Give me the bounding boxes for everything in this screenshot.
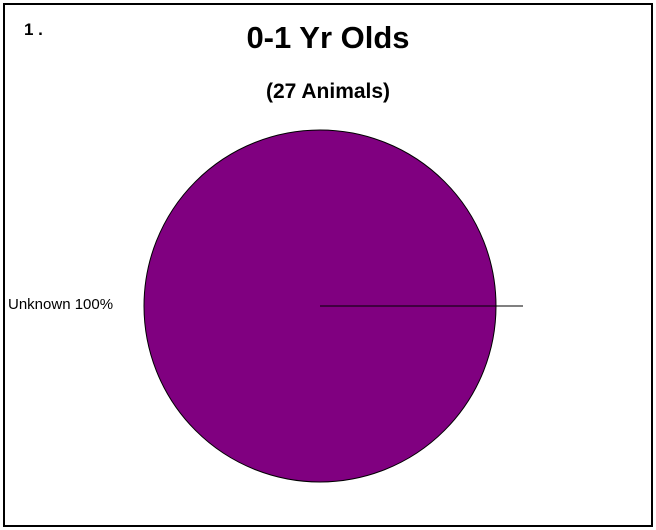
chart-title: 0-1 Yr Olds bbox=[246, 20, 410, 55]
slice-label: Unknown 100% bbox=[8, 296, 113, 313]
figure-number: 1 . bbox=[24, 20, 43, 39]
chart-subtitle: (27 Animals) bbox=[265, 80, 391, 103]
pie-labels: Unknown 100% bbox=[8, 296, 113, 313]
pie-slices bbox=[143, 129, 523, 483]
